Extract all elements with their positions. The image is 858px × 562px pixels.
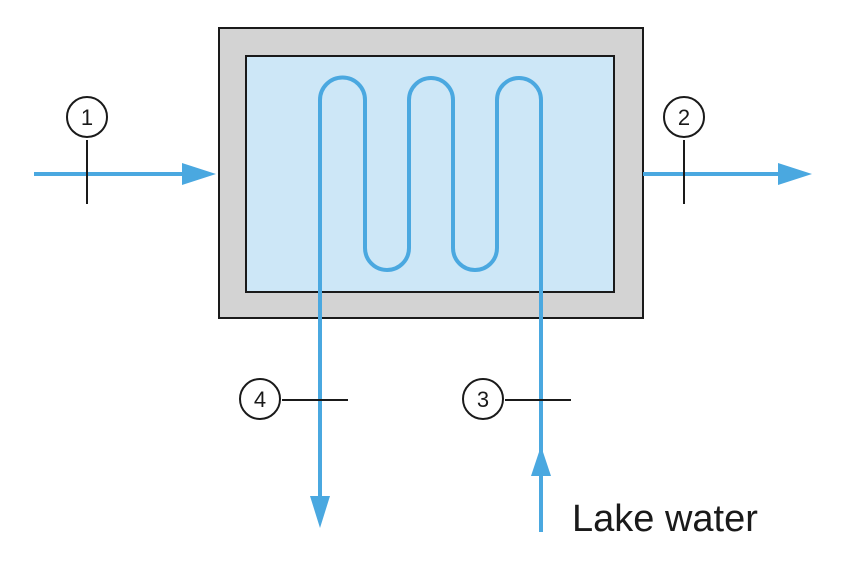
cooling-coil xyxy=(318,75,543,532)
state-marker-3: 3 xyxy=(462,378,571,420)
inlet-stream-arrowhead xyxy=(182,163,216,185)
state-marker-4: 4 xyxy=(239,378,348,420)
state-marker-1: 1 xyxy=(66,96,108,204)
exchanger-chamber xyxy=(245,55,615,293)
lake-water-label: Lake water xyxy=(572,498,758,540)
inlet-arrowhead xyxy=(531,446,551,476)
state-label-2: 2 xyxy=(678,105,690,130)
state-marker-2: 2 xyxy=(663,96,705,204)
state-label-1: 1 xyxy=(81,105,93,130)
state-label-3: 3 xyxy=(477,387,489,412)
outlet-stream-arrowhead xyxy=(778,163,812,185)
state-label-4: 4 xyxy=(254,387,266,412)
outlet-arrowhead xyxy=(310,496,330,528)
